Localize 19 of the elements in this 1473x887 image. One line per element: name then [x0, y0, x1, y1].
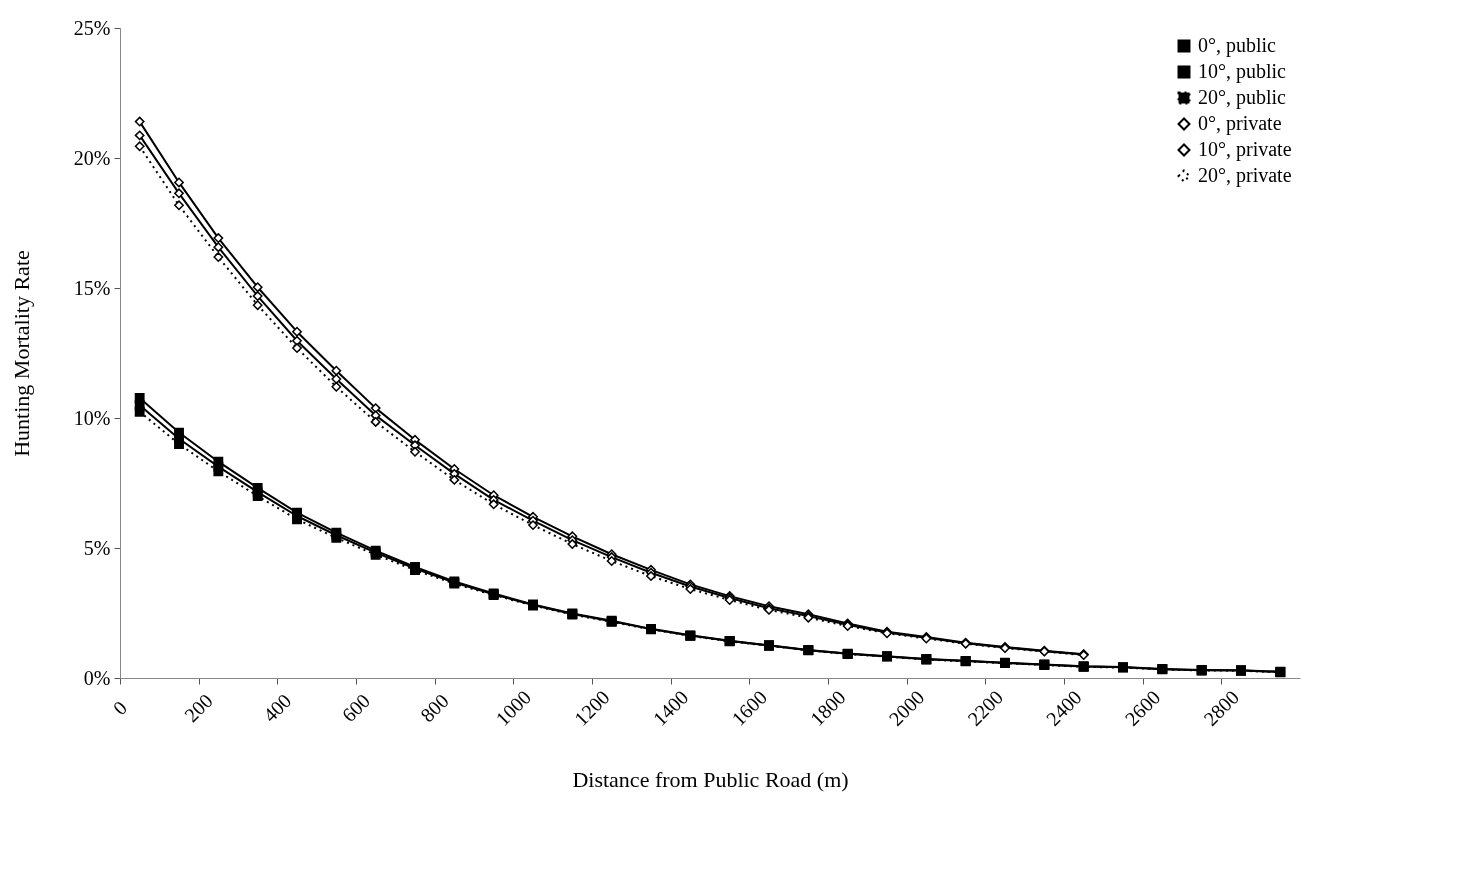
x-tick-label: 400	[258, 689, 296, 727]
y-tick-label: 25%	[73, 16, 111, 39]
x-tick-label: 600	[337, 689, 375, 727]
y-tick-label: 10%	[73, 406, 111, 429]
y-tick-label: 15%	[73, 276, 111, 299]
x-tick-label: 200	[180, 689, 217, 727]
x-tick-label: 0	[108, 696, 132, 720]
x-tick-label: 800	[416, 689, 453, 727]
y-axis-title: Hunting Mortality Rate	[8, 250, 34, 457]
legend-label: 10°, private	[1198, 138, 1292, 161]
y-tick-label: 20%	[73, 146, 111, 169]
y-tick-label: 0%	[83, 666, 111, 689]
legend-label: 0°, private	[1198, 112, 1282, 135]
legend-label: 20°, private	[1198, 164, 1292, 187]
y-tick-label: 5%	[83, 536, 111, 559]
x-axis-title: Distance from Public Road (m)	[572, 766, 849, 792]
legend-label: 10°, public	[1198, 60, 1287, 83]
legend-label: 0°, public	[1198, 34, 1277, 57]
legend-label: 20°, public	[1198, 86, 1287, 109]
